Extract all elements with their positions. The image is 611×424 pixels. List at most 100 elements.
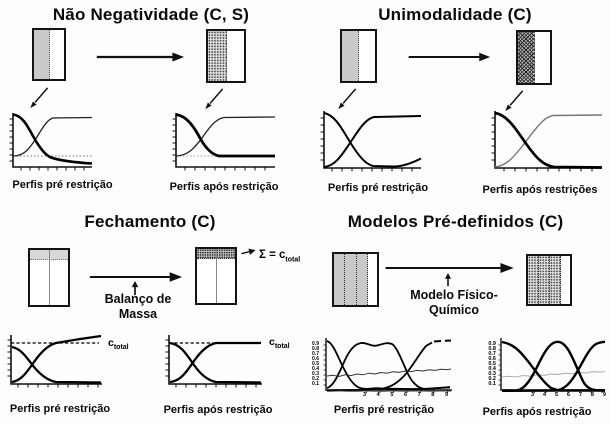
matrix-modelos-pos xyxy=(526,254,572,306)
tick-label: 0.1 xyxy=(488,381,496,387)
matrix-column-shaded xyxy=(356,254,369,305)
arrow-caption-balanco-de-massa: Balanço de Massa xyxy=(93,292,183,322)
arrow-caption-line1: Modelo Físico- xyxy=(410,288,498,302)
matrix-column-stippled xyxy=(208,31,227,81)
right-arrow-icon xyxy=(89,272,183,282)
plot-modelos-pos: 0.9 0.8 0.7 0.6 0.5 0.4 0.3 0.2 0.1 3 4 5 6 7 8 9 xyxy=(484,336,610,402)
curve-decrescente-bimodal xyxy=(323,112,422,168)
plot-unimodalidade-pos xyxy=(491,111,603,172)
curve-componente2-gaussiana xyxy=(501,340,606,392)
tick-label: 0.1 xyxy=(312,381,319,387)
plot-area xyxy=(323,338,452,393)
tick-label: 0.8 xyxy=(488,346,496,352)
arrow-caption-line2: Químico xyxy=(428,303,479,317)
plot-area xyxy=(498,338,606,393)
panel-title-nao-negatividade: Não Negatividade (C, S) xyxy=(52,5,250,24)
tick-label: 0.2 xyxy=(488,376,496,382)
tick-label: 0.5 xyxy=(312,361,319,367)
matrix-divider xyxy=(216,249,217,303)
plot-caption: Perfis após restrição xyxy=(163,404,273,416)
tick-label: 0.8 xyxy=(312,346,319,352)
tick-label: 0.6 xyxy=(488,356,496,362)
curve-componente3-dashed-end xyxy=(433,339,452,343)
x-axis-tick-labels: 3 4 5 6 7 8 9 xyxy=(531,392,606,398)
up-arrow-icon xyxy=(131,281,139,296)
tick-label: 0.7 xyxy=(312,351,319,357)
plot-unimodalidade-pre xyxy=(320,111,422,172)
tick-label: 9 xyxy=(602,392,606,398)
tick-label: 4 xyxy=(376,392,380,398)
curve-crescente-fechada xyxy=(169,341,261,384)
plot-nao-negatividade-pre xyxy=(9,113,93,171)
matrix-column-white xyxy=(535,32,551,83)
matrix-column-white xyxy=(359,31,375,81)
plot-caption: Perfis pré restrição xyxy=(12,179,113,191)
matrix-fechamento-pre xyxy=(28,248,70,307)
matrix-column-stippled xyxy=(528,256,540,304)
arrow-caption-line1: Balanço de xyxy=(104,292,172,306)
tick-label: 0.4 xyxy=(488,366,496,372)
curve-componente1 xyxy=(326,340,451,390)
tick-label: 8 xyxy=(590,392,594,398)
matrix-column-hatched xyxy=(518,32,535,83)
matrix-column-shaded xyxy=(334,254,346,305)
ctotal-subscript: total xyxy=(274,343,290,351)
ctotal-label: ctotal xyxy=(269,336,290,350)
matrix-column-shaded xyxy=(345,254,357,305)
sum-subscript: total xyxy=(285,256,301,264)
plot-caption: Perfis após restrições xyxy=(482,184,598,196)
down-left-arrow-icon xyxy=(30,87,49,109)
tick-label: 0.3 xyxy=(312,371,319,377)
plot-modelos-pre: 0.9 0.8 0.7 0.6 0.5 0.4 0.3 0.2 0.1 3 4 5 6 7 8 9 xyxy=(310,336,458,402)
matrix-nao-negatividade-pos xyxy=(206,29,246,83)
tick-label: 0.2 xyxy=(312,376,319,382)
arrow-caption-modelo-fisico-quimico: Modelo Físico- Químico xyxy=(404,288,504,318)
tick-label: 5 xyxy=(554,392,559,398)
tick-label: 7 xyxy=(417,392,421,398)
ctotal-label: ctotal xyxy=(108,337,129,351)
tick-label: 8 xyxy=(431,392,435,398)
down-left-arrow-icon xyxy=(505,90,524,112)
y-axis-tick-labels: 0.9 0.8 0.7 0.6 0.5 0.4 0.3 0.2 0.1 xyxy=(484,341,496,387)
plot-caption: Perfis após restrição xyxy=(169,181,279,193)
matrix-column-stippled xyxy=(550,256,562,304)
noise-line xyxy=(326,368,452,378)
arrow-caption-line2: Massa xyxy=(118,307,158,321)
ctotal-text: c xyxy=(269,336,275,348)
plot-caption: Perfis pré restrição xyxy=(327,182,429,194)
tick-label: 4 xyxy=(542,392,547,398)
curve-crescente xyxy=(175,116,276,157)
plot-caption: Perfis pré restrição xyxy=(9,403,111,415)
matrix-divider xyxy=(49,250,50,305)
curve-decrescente-nao-negativa xyxy=(175,113,275,158)
baseline-noise-line xyxy=(326,390,452,393)
right-arrow-icon xyxy=(385,263,514,273)
curve-decrescente xyxy=(169,341,262,384)
curve-decrescente-negativa xyxy=(12,113,93,165)
tick-label: 6 xyxy=(566,392,571,398)
matrix-modelos-pre xyxy=(332,252,379,307)
curve-decrescente xyxy=(11,345,102,384)
tick-label: 7 xyxy=(578,392,582,398)
down-left-arrow-icon xyxy=(205,88,224,110)
plot-nao-negatividade-pos xyxy=(172,113,276,171)
matrix-column-white xyxy=(368,254,377,305)
right-arrow-icon xyxy=(408,52,491,62)
sum-text: Σ = c xyxy=(259,249,286,261)
curve-crescente-acima-ctotal xyxy=(11,334,102,384)
matrix-column-white xyxy=(227,31,245,81)
x-axis-tick-labels: 3 4 5 6 7 8 9 xyxy=(363,392,448,398)
tick-label: 9 xyxy=(444,392,448,398)
matrix-column-white xyxy=(50,30,65,79)
tick-label: 6 xyxy=(403,392,408,398)
plot-fechamento-pos xyxy=(165,335,262,388)
panel-title-modelos: Modelos Pré-definidos (C) xyxy=(347,212,564,231)
down-left-arrow-icon xyxy=(338,88,357,110)
small-right-arrow-icon xyxy=(241,248,256,255)
matrix-fechamento-pos xyxy=(195,247,237,305)
tick-label: 5 xyxy=(390,392,394,398)
plot-caption: Perfis após restrição xyxy=(482,406,592,418)
tick-label: 3 xyxy=(531,392,535,398)
noise-line-gray xyxy=(501,370,606,378)
curve-componente3 xyxy=(326,341,433,392)
